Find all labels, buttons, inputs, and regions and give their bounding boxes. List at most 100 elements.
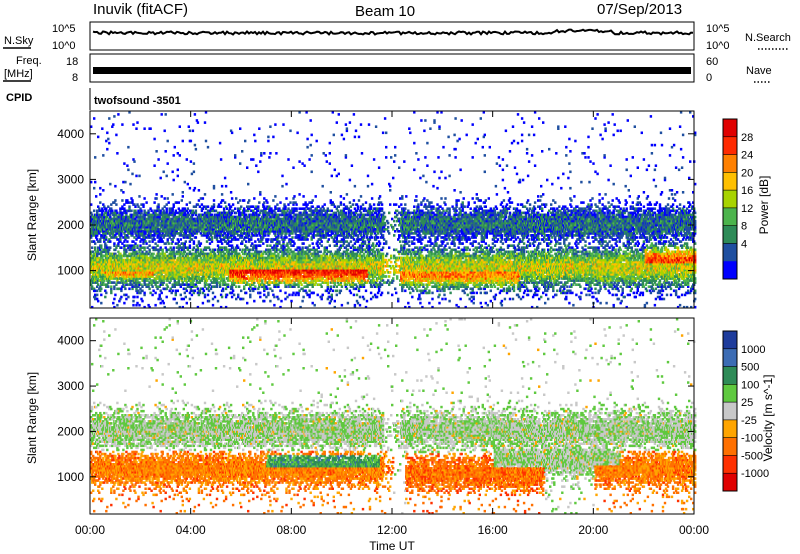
heatmap-cell — [142, 240, 145, 243]
heatmap-cell — [162, 215, 165, 219]
heatmap-cell — [131, 217, 134, 221]
heatmap-cell — [183, 264, 186, 268]
heatmap-cell — [183, 234, 186, 237]
heatmap-cell — [110, 287, 113, 291]
heatmap-cell — [137, 254, 140, 258]
heatmap-cell — [141, 289, 144, 293]
heatmap-cell — [145, 277, 148, 280]
heatmap-cell — [118, 217, 121, 221]
heatmap-cell — [116, 287, 119, 291]
heatmap-cell — [158, 213, 161, 217]
heatmap-cell — [107, 205, 110, 208]
heatmap-cell — [219, 158, 223, 161]
heatmap-cell — [110, 203, 113, 206]
heatmap-cell — [121, 285, 124, 288]
heatmap-cell — [152, 252, 155, 256]
heatmap-cell — [166, 285, 169, 288]
heatmap-cell — [120, 289, 123, 293]
heatmap-cell — [182, 262, 185, 266]
heatmap-cell — [133, 295, 136, 299]
heatmap-cell — [137, 277, 140, 280]
heatmap-cell — [189, 262, 193, 266]
heatmap-cell — [119, 238, 122, 241]
heatmap-cell — [216, 299, 220, 303]
heatmap-cell — [119, 297, 122, 301]
heatmap-cell — [160, 213, 163, 217]
heatmap-cell — [176, 168, 179, 172]
heatmap-cell — [186, 225, 189, 229]
heatmap-cell — [149, 127, 152, 130]
heatmap-cell — [138, 281, 141, 284]
heatmap-cell — [113, 211, 116, 215]
heatmap-cell — [172, 277, 175, 280]
heatmap-cell — [148, 250, 151, 254]
heatmap-cell — [139, 277, 142, 280]
heatmap-cell — [122, 180, 125, 184]
heatmap-cell — [145, 236, 148, 239]
heatmap-cell — [161, 211, 164, 215]
heatmap-cell — [93, 252, 96, 256]
heatmap-cell — [125, 250, 128, 254]
heatmap-cell — [119, 207, 122, 210]
heatmap-cell — [92, 234, 95, 237]
heatmap-cell — [178, 219, 181, 223]
heatmap-cell — [127, 201, 130, 204]
heatmap-cell — [141, 250, 144, 254]
heatmap-cell — [104, 246, 107, 249]
heatmap-cell — [184, 236, 187, 239]
heatmap-cell — [104, 289, 107, 293]
heatmap-cell — [170, 242, 173, 245]
heatmap-cell — [145, 256, 148, 260]
heatmap-cell — [121, 213, 124, 217]
heatmap-cell — [134, 209, 137, 213]
heatmap-cell — [133, 285, 136, 288]
heatmap-cell — [157, 207, 160, 210]
heatmap-cell — [258, 127, 261, 130]
heatmap-cell — [213, 295, 217, 299]
heatmap-cell — [165, 275, 168, 278]
heatmap-cell — [192, 170, 196, 174]
heatmap-cell — [94, 297, 97, 301]
heatmap-cell — [113, 285, 116, 288]
heatmap-cell — [141, 252, 144, 256]
heatmap-cell — [127, 168, 130, 172]
heatmap-cell — [165, 260, 168, 264]
heatmap-cell — [116, 260, 119, 264]
heatmap-cell — [140, 228, 143, 231]
heatmap-cell — [182, 252, 185, 256]
heatmap-cell — [183, 230, 186, 233]
heatmap-cell — [166, 267, 169, 270]
heatmap-cell — [90, 250, 93, 254]
heatmap-cell — [123, 246, 126, 249]
heatmap-cell — [100, 250, 103, 254]
heatmap-cell — [174, 293, 177, 297]
heatmap-cell — [182, 275, 185, 278]
heatmap-cell — [189, 258, 193, 262]
heatmap-cell — [167, 230, 170, 233]
heatmap-cell — [192, 162, 196, 165]
heatmap-cell — [121, 205, 124, 208]
heatmap-cell — [104, 225, 107, 229]
heatmap-cell — [155, 248, 158, 252]
heatmap-cell — [115, 203, 118, 206]
heatmap-cell — [163, 129, 166, 133]
heatmap-cell — [181, 281, 184, 284]
heatmap-cell — [132, 240, 135, 243]
heatmap-cell — [153, 238, 156, 241]
heatmap-cell — [133, 262, 136, 266]
heatmap-cell — [164, 246, 167, 249]
heatmap-cell — [262, 242, 265, 245]
heatmap-cell — [158, 228, 161, 231]
heatmap-cell — [119, 252, 122, 256]
heatmap-cell — [125, 213, 128, 217]
heatmap-cell — [100, 275, 103, 278]
heatmap-cell — [90, 125, 93, 128]
heatmap-cell — [113, 215, 116, 219]
heatmap-cell — [166, 279, 169, 282]
heatmap-cell — [94, 295, 97, 299]
heatmap-cell — [122, 236, 125, 239]
heatmap-cell — [137, 258, 140, 262]
heatmap-cell — [165, 207, 168, 210]
heatmap-cell — [139, 234, 142, 237]
heatmap-cell — [188, 129, 192, 133]
